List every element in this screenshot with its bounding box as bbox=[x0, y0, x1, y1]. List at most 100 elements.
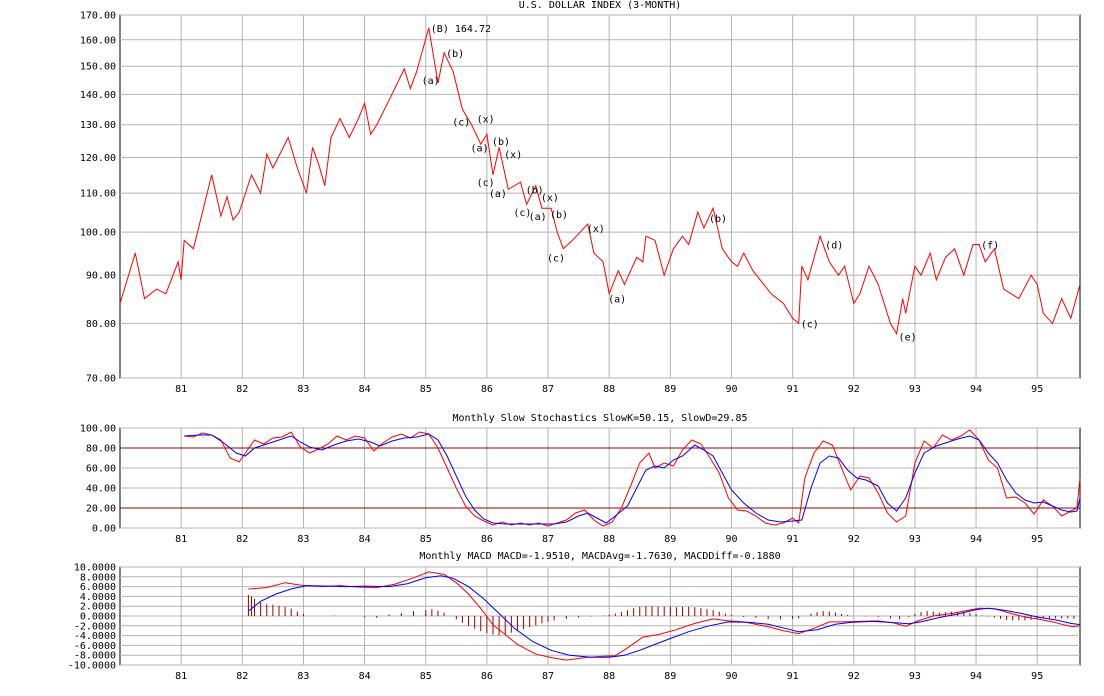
price-x-tick-label: 93 bbox=[909, 384, 921, 395]
price-y-tick-label: 130.00 bbox=[80, 120, 116, 131]
price-panel-title: U.S. DOLLAR INDEX (3-MONTH) bbox=[519, 0, 682, 11]
wave-label: (b) bbox=[709, 214, 727, 225]
macd-x-tick-label: 88 bbox=[603, 671, 615, 682]
wave-label: (x) bbox=[587, 224, 605, 235]
slowk-line bbox=[184, 429, 1081, 527]
price-x-tick-label: 90 bbox=[725, 384, 737, 395]
price-y-tick-label: 170.00 bbox=[80, 11, 116, 22]
macd-x-tick-label: 91 bbox=[787, 671, 799, 682]
macd-x-tick-label: 81 bbox=[175, 671, 187, 682]
stoch-plot-frame bbox=[119, 427, 1081, 529]
price-x-tick-label: 81 bbox=[175, 384, 187, 395]
macd-y-tick-label: -2.0000 bbox=[74, 621, 116, 632]
wave-label: (a) bbox=[489, 189, 507, 200]
macd-y-tick-label: 4.0000 bbox=[80, 592, 116, 603]
wave-label: (B) 164.72 bbox=[431, 24, 491, 35]
stoch-x-tick-label: 95 bbox=[1031, 534, 1043, 545]
macd-y-tick-label: -4.0000 bbox=[74, 631, 116, 642]
price-x-tick-label: 84 bbox=[359, 384, 371, 395]
macd-avg-line bbox=[248, 575, 1081, 658]
macd-y-tick-label: -8.0000 bbox=[74, 651, 116, 662]
wave-label: (c) bbox=[547, 253, 565, 264]
macd-x-tick-label: 84 bbox=[359, 671, 371, 682]
wave-label: (c) bbox=[513, 208, 531, 219]
wave-label: (x) bbox=[504, 150, 522, 161]
price-x-tick-label: 85 bbox=[420, 384, 432, 395]
macd-y-tick-label: 2.0000 bbox=[80, 602, 116, 613]
stoch-y-tick-label: 80.00 bbox=[86, 444, 116, 455]
stoch-x-tick-label: 88 bbox=[603, 534, 615, 545]
price-y-tick-label: 160.00 bbox=[80, 35, 116, 46]
wave-label: (c) bbox=[452, 118, 470, 129]
macd-x-tick-label: 93 bbox=[909, 671, 921, 682]
stochastics-panel: 81 82 83 84 85 86 87 88 89 90 91 92 93 94 95 0.00 20.00 4… bbox=[80, 424, 1081, 545]
stoch-x-tick-label: 94 bbox=[970, 534, 982, 545]
price-y-tick-label: 90.00 bbox=[86, 271, 116, 282]
price-x-tick-label: 94 bbox=[970, 384, 982, 395]
stoch-x-tick-label: 89 bbox=[664, 534, 676, 545]
macd-y-tick-label: -10.0000 bbox=[68, 661, 116, 672]
wave-label: (b) bbox=[550, 210, 568, 221]
price-y-tick-label: 110.00 bbox=[80, 189, 116, 200]
wave-label: (f) bbox=[981, 241, 999, 252]
price-x-tick-label: 87 bbox=[542, 384, 554, 395]
wave-label: (a) bbox=[422, 76, 440, 87]
price-y-tick-label: 120.00 bbox=[80, 153, 116, 164]
price-x-tick-label: 88 bbox=[603, 384, 615, 395]
stoch-y-tick-label: 100.00 bbox=[80, 424, 116, 435]
wave-label: (a) bbox=[608, 295, 626, 306]
price-x-tick-label: 82 bbox=[236, 384, 248, 395]
stoch-y-tick-label: 60.00 bbox=[86, 464, 116, 475]
macd-x-tick-label: 86 bbox=[481, 671, 493, 682]
wave-label: (a) bbox=[471, 143, 489, 154]
wave-label: (b) bbox=[526, 185, 544, 196]
macd-x-tick-label: 89 bbox=[664, 671, 676, 682]
price-plot-frame bbox=[119, 14, 1081, 379]
price-x-tick-label: 89 bbox=[664, 384, 676, 395]
price-y-tick-label: 100.00 bbox=[80, 228, 116, 239]
macd-x-tick-label: 87 bbox=[542, 671, 554, 682]
stoch-x-tick-label: 82 bbox=[236, 534, 248, 545]
wave-label: (b) bbox=[446, 49, 464, 60]
macd-x-tick-label: 82 bbox=[236, 671, 248, 682]
macd-x-tick-label: 83 bbox=[297, 671, 309, 682]
price-x-tick-label: 91 bbox=[787, 384, 799, 395]
wave-label: (a) bbox=[529, 212, 547, 223]
wave-label: (x) bbox=[477, 115, 495, 126]
macd-y-tick-label: -6.0000 bbox=[74, 641, 116, 652]
price-panel: 81 82 83 84 85 86 87 88 89 90 91 92 93 94 95 70.00 80.00… bbox=[80, 11, 1081, 395]
price-x-tick-label: 86 bbox=[481, 384, 493, 395]
stoch-y-tick-label: 0.00 bbox=[92, 524, 116, 535]
wave-label: (b) bbox=[492, 137, 510, 148]
slowd-line bbox=[184, 433, 1081, 525]
stoch-x-tick-label: 91 bbox=[787, 534, 799, 545]
macd-y-tick-label: 10.0000 bbox=[74, 563, 116, 574]
wave-label: (e) bbox=[899, 332, 917, 343]
macd-panel-title: Monthly MACD MACD=-1.9510, MACDAvg=-1.76… bbox=[419, 551, 780, 562]
stoch-y-tick-label: 20.00 bbox=[86, 504, 116, 515]
stoch-y-tick-label: 40.00 bbox=[86, 484, 116, 495]
macd-panel: 81 82 83 84 85 86 87 88 89 90 91 92 93 94 95 -10.0000-8… bbox=[68, 563, 1081, 682]
macd-y-tick-label: 8.0000 bbox=[80, 572, 116, 583]
stoch-x-tick-label: 93 bbox=[909, 534, 921, 545]
wave-label: (d) bbox=[825, 241, 843, 252]
stoch-x-tick-label: 86 bbox=[481, 534, 493, 545]
price-y-tick-label: 70.00 bbox=[86, 374, 116, 385]
stoch-x-tick-label: 81 bbox=[175, 534, 187, 545]
macd-x-tick-label: 95 bbox=[1031, 671, 1043, 682]
macd-x-tick-label: 92 bbox=[848, 671, 860, 682]
stoch-x-tick-label: 84 bbox=[359, 534, 371, 545]
macd-y-tick-label: 0.0000 bbox=[80, 612, 116, 623]
stochastics-panel-title: Monthly Slow Stochastics SlowK=50.15, Sl… bbox=[452, 413, 747, 424]
price-y-tick-label: 80.00 bbox=[86, 319, 116, 330]
price-y-tick-label: 150.00 bbox=[80, 62, 116, 73]
stoch-x-tick-label: 85 bbox=[420, 534, 432, 545]
macd-x-tick-label: 85 bbox=[420, 671, 432, 682]
price-x-tick-label: 83 bbox=[297, 384, 309, 395]
stoch-x-tick-label: 92 bbox=[848, 534, 860, 545]
price-series-line bbox=[119, 27, 1081, 336]
macd-line bbox=[248, 571, 1081, 661]
price-x-tick-label: 95 bbox=[1031, 384, 1043, 395]
macd-x-tick-label: 90 bbox=[725, 671, 737, 682]
